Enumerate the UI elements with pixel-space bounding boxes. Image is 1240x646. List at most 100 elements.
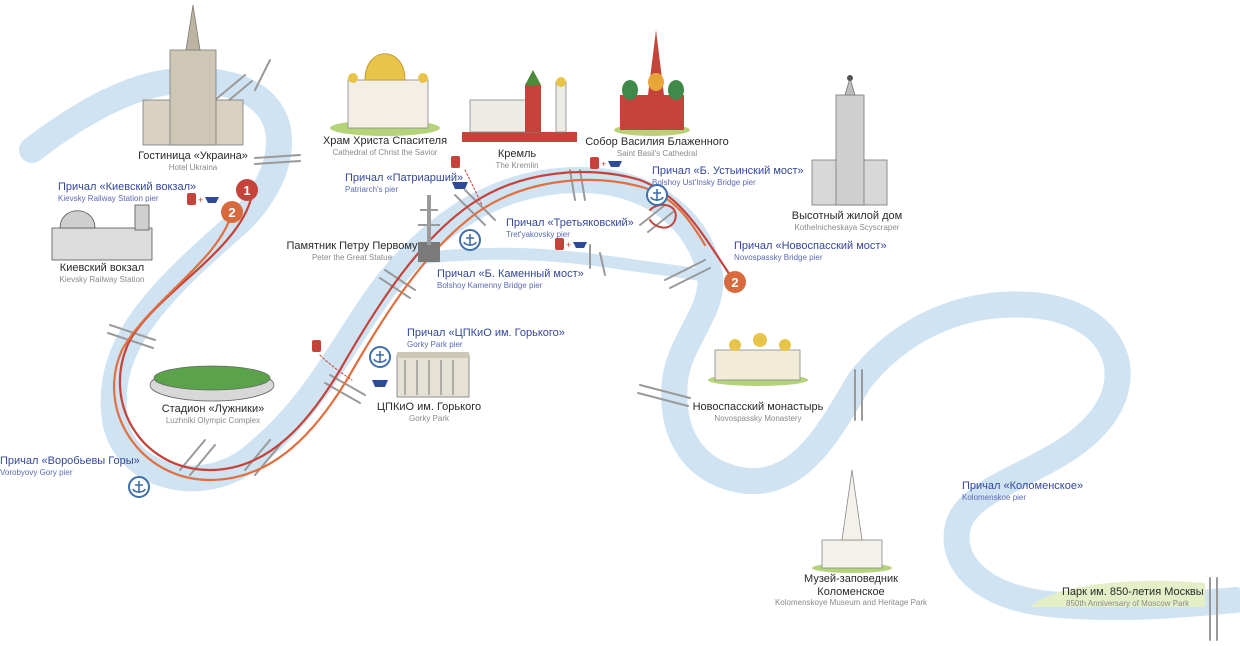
kremlin-illustration bbox=[462, 70, 577, 142]
kotelnicheskaya-en: Kothelnicheskaya Scyscraper bbox=[794, 222, 900, 232]
label-pier-gorky[interactable]: Причал «ЦПКиО им. Горького» Gorky Park p… bbox=[407, 327, 565, 349]
transfer-link-gorky bbox=[319, 354, 353, 381]
label-kievsky-station: Киевский вокзал Kievsky Railway Station bbox=[60, 262, 145, 284]
label-cathedral-christ: Храм Христа Спасителя Cathedral of Chris… bbox=[323, 135, 447, 157]
pier-kievsky-ru: Причал «Киевский вокзал» bbox=[58, 181, 197, 193]
hotel-ukraina-en: Hotel Ukraina bbox=[168, 162, 218, 172]
badge-turn-east: 2 bbox=[724, 271, 746, 293]
route-badges: 1 2 2 bbox=[221, 179, 746, 293]
kotelnicheskaya-illustration bbox=[811, 75, 888, 206]
pier-patriarshy-en: Patriarch's pier bbox=[345, 184, 399, 194]
plus-icon: + bbox=[566, 240, 571, 250]
label-pier-ustinsky[interactable]: Причал «Б. Устьинский мост» Bolshoy Ust'… bbox=[652, 165, 804, 187]
pier-tretyakovsky-ru: Причал «Третьяковский» bbox=[506, 217, 634, 229]
kievsky-station-illustration bbox=[51, 204, 153, 261]
label-pier-kamenny[interactable]: Причал «Б. Каменный мост» Bolshoy Kamenn… bbox=[437, 268, 584, 290]
cathedral-christ-en: Cathedral of Christ the Savior bbox=[332, 147, 438, 157]
cathedral-christ-ru: Храм Христа Спасителя bbox=[322, 135, 448, 147]
boat-icon[interactable] bbox=[452, 182, 468, 189]
kolomenskoe-museum-ru1: Музей-заповедник bbox=[804, 573, 898, 585]
kolomenskoe-church-illustration bbox=[812, 469, 892, 573]
anchor-icon[interactable] bbox=[646, 184, 668, 206]
badge-turn-west: 2 bbox=[221, 201, 243, 223]
peter-statue-en: Peter the Great Statue bbox=[311, 252, 393, 262]
saint-basil-illustration bbox=[614, 30, 690, 136]
boat-icon[interactable] bbox=[372, 380, 388, 387]
peter-statue-ru: Памятник Петру Первому bbox=[286, 240, 418, 252]
anchor-icon[interactable] bbox=[459, 229, 481, 251]
park850-ru: Парк им. 850-летия Москвы bbox=[1062, 586, 1204, 598]
badge-turn-west-label: 2 bbox=[228, 205, 235, 220]
luzhniki-ru: Стадион «Лужники» bbox=[161, 403, 265, 415]
pier-novospassky-bridge-ru: Причал «Новоспасский мост» bbox=[734, 240, 887, 252]
transfer-icons: + + + bbox=[187, 156, 622, 387]
pier-gorky-en: Gorky Park pier bbox=[407, 339, 463, 349]
label-hotel-ukraina: Гостиница «Украина» Hotel Ukraina bbox=[138, 150, 248, 172]
river-main-channel bbox=[19, 67, 1240, 621]
boat-route bbox=[112, 169, 732, 482]
route-line-outer bbox=[118, 170, 732, 472]
label-luzhniki: Стадион «Лужники» Luzhniki Olympic Compl… bbox=[162, 403, 265, 425]
pier-anchors bbox=[128, 184, 668, 498]
pier-kamenny-en: Bolshoy Kamenny Bridge pier bbox=[437, 280, 543, 290]
park850-illustration bbox=[1030, 580, 1205, 607]
bus-boat-transfer-tretyakovsky[interactable]: + bbox=[555, 238, 587, 250]
bus-boat-transfer-kievsky[interactable]: + bbox=[187, 193, 219, 205]
label-gorky-park: ЦПКиО им. Горького Gorky Park bbox=[377, 401, 481, 423]
anchor-icon[interactable] bbox=[369, 346, 391, 368]
novospassky-monastery-ru: Новоспасский монастырь bbox=[692, 401, 824, 413]
novospassky-monastery-illustration bbox=[708, 333, 808, 386]
boat-icon bbox=[205, 197, 219, 203]
pier-ustinsky-ru: Причал «Б. Устьинский мост» bbox=[652, 165, 804, 177]
plus-icon: + bbox=[601, 159, 606, 169]
cathedral-christ-illustration bbox=[330, 53, 440, 136]
bus-boat-transfer-ustinsky[interactable]: + bbox=[590, 157, 622, 169]
anchor-icon[interactable] bbox=[128, 476, 150, 498]
plus-icon: + bbox=[198, 195, 203, 205]
label-kotelnicheskaya: Высотный жилой дом Kothelnicheskaya Scys… bbox=[792, 210, 902, 232]
label-pier-tretyakovsky[interactable]: Причал «Третьяковский» Tret'yakovsky pie… bbox=[506, 217, 634, 239]
pier-gorky-ru: Причал «ЦПКиО им. Горького» bbox=[407, 327, 565, 339]
bus-icon[interactable] bbox=[312, 340, 321, 352]
badge-turn-east-label: 2 bbox=[731, 275, 738, 290]
route-line-inner bbox=[112, 178, 707, 482]
label-pier-patriarshy[interactable]: Причал «Патриарший» Patriarch's pier bbox=[345, 172, 463, 194]
kremlin-ru: Кремль bbox=[497, 148, 537, 160]
luzhniki-stadium-illustration bbox=[149, 365, 275, 402]
pier-kievsky-en: Kievsky Railway Station pier bbox=[58, 193, 159, 203]
boat-icon bbox=[573, 242, 587, 248]
gorky-park-en: Gorky Park bbox=[408, 413, 449, 423]
novospassky-monastery-en: Novospassky Monastery bbox=[714, 413, 802, 423]
badge-start: 1 bbox=[236, 179, 258, 201]
pier-vorobyovy-en: Vorobyovy Gory pier bbox=[0, 467, 73, 477]
label-novospassky-monastery: Новоспасский монастырь Novospassky Monas… bbox=[693, 401, 824, 423]
bridges bbox=[107, 59, 1218, 641]
pier-ustinsky-en: Bolshoy Ust'Insky Bridge pier bbox=[652, 177, 756, 187]
bus-icon bbox=[555, 238, 564, 250]
label-pier-vorobyovy[interactable]: Причал «Воробьевы Горы» Vorobyovy Gory p… bbox=[0, 455, 140, 477]
luzhniki-en: Luzhniki Olympic Complex bbox=[165, 415, 261, 425]
kotelnicheskaya-ru: Высотный жилой дом bbox=[791, 210, 903, 222]
label-pier-novospassky-bridge[interactable]: Причал «Новоспасский мост» Novospassky B… bbox=[734, 240, 887, 262]
label-kremlin: Кремль The Kremlin bbox=[495, 148, 538, 170]
saint-basil-en: Saint Basil's Cathedral bbox=[616, 148, 698, 158]
label-pier-kolomenskoe[interactable]: Причал «Коломенское» Kolomenskoe pier bbox=[962, 480, 1083, 502]
park850-en: 850th Anniversary of Moscow Park bbox=[1066, 599, 1190, 608]
hotel-ukraina-ru: Гостиница «Украина» bbox=[138, 150, 248, 162]
kievsky-station-en: Kievsky Railway Station bbox=[59, 274, 145, 284]
peter-statue-illustration bbox=[418, 195, 440, 262]
badge-start-label: 1 bbox=[243, 183, 250, 198]
bus-icon[interactable] bbox=[451, 156, 460, 168]
kremlin-en: The Kremlin bbox=[495, 160, 539, 170]
label-saint-basil: Собор Василия Блаженного Saint Basil's C… bbox=[585, 136, 729, 158]
saint-basil-ru: Собор Василия Блаженного bbox=[585, 136, 729, 148]
pier-vorobyovy-ru: Причал «Воробьевы Горы» bbox=[0, 455, 140, 467]
label-pier-kievsky[interactable]: Причал «Киевский вокзал» Kievsky Railway… bbox=[58, 181, 196, 203]
label-park850: Парк им. 850-летия Москвы 850th Annivers… bbox=[1030, 583, 1210, 609]
bus-icon bbox=[590, 157, 599, 169]
kolomenskoe-museum-en: Kolomenskoye Museum and Heritage Park bbox=[774, 598, 928, 608]
hotel-ukraina-illustration bbox=[142, 4, 244, 146]
gorky-park-ru: ЦПКиО им. Горького bbox=[376, 401, 482, 413]
pier-patriarshy-ru: Причал «Патриарший» bbox=[345, 172, 464, 184]
pier-kamenny-ru: Причал «Б. Каменный мост» bbox=[437, 268, 584, 280]
